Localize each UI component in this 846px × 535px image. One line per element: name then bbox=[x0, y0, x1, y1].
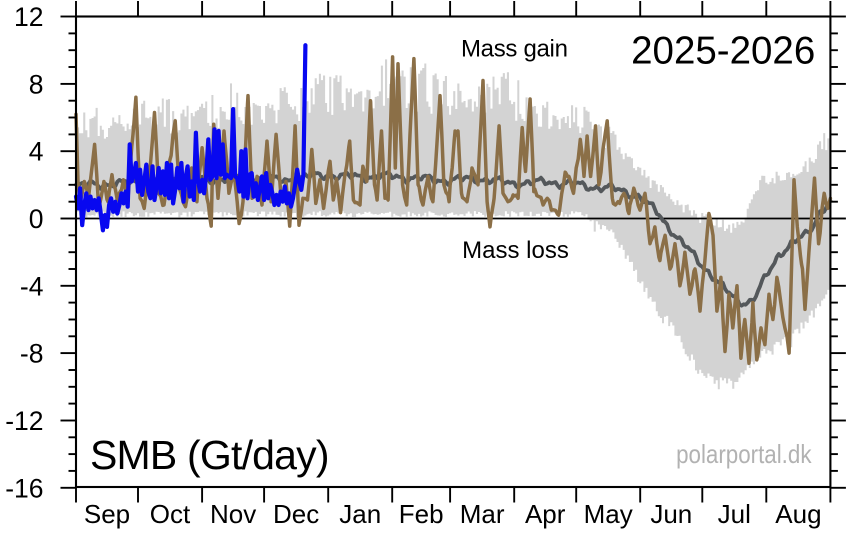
svg-text:SMB (Gt/day): SMB (Gt/day) bbox=[90, 432, 329, 478]
svg-text:Dec: Dec bbox=[273, 499, 319, 529]
svg-text:Mar: Mar bbox=[460, 499, 505, 529]
svg-text:polarportal.dk: polarportal.dk bbox=[676, 440, 812, 469]
svg-text:-16: -16 bbox=[5, 473, 43, 503]
svg-text:Jun: Jun bbox=[650, 499, 692, 529]
svg-text:Aug: Aug bbox=[775, 499, 821, 529]
svg-text:Nov: Nov bbox=[210, 499, 256, 529]
svg-text:0: 0 bbox=[29, 204, 44, 234]
svg-text:May: May bbox=[584, 499, 633, 529]
svg-text:4: 4 bbox=[29, 137, 44, 167]
svg-text:Oct: Oct bbox=[150, 499, 191, 529]
svg-text:-12: -12 bbox=[5, 406, 43, 436]
svg-text:Mass gain: Mass gain bbox=[461, 36, 568, 63]
svg-text:Feb: Feb bbox=[399, 499, 444, 529]
svg-text:Apr: Apr bbox=[525, 499, 566, 529]
svg-text:-4: -4 bbox=[20, 271, 44, 301]
svg-text:2025-2026: 2025-2026 bbox=[631, 30, 815, 73]
svg-text:Jan: Jan bbox=[339, 499, 381, 529]
svg-text:Jul: Jul bbox=[718, 499, 751, 529]
svg-text:Sep: Sep bbox=[84, 499, 130, 529]
svg-text:Mass loss: Mass loss bbox=[462, 237, 569, 264]
svg-text:8: 8 bbox=[29, 69, 44, 99]
svg-text:12: 12 bbox=[14, 2, 43, 32]
svg-text:-8: -8 bbox=[20, 339, 44, 369]
